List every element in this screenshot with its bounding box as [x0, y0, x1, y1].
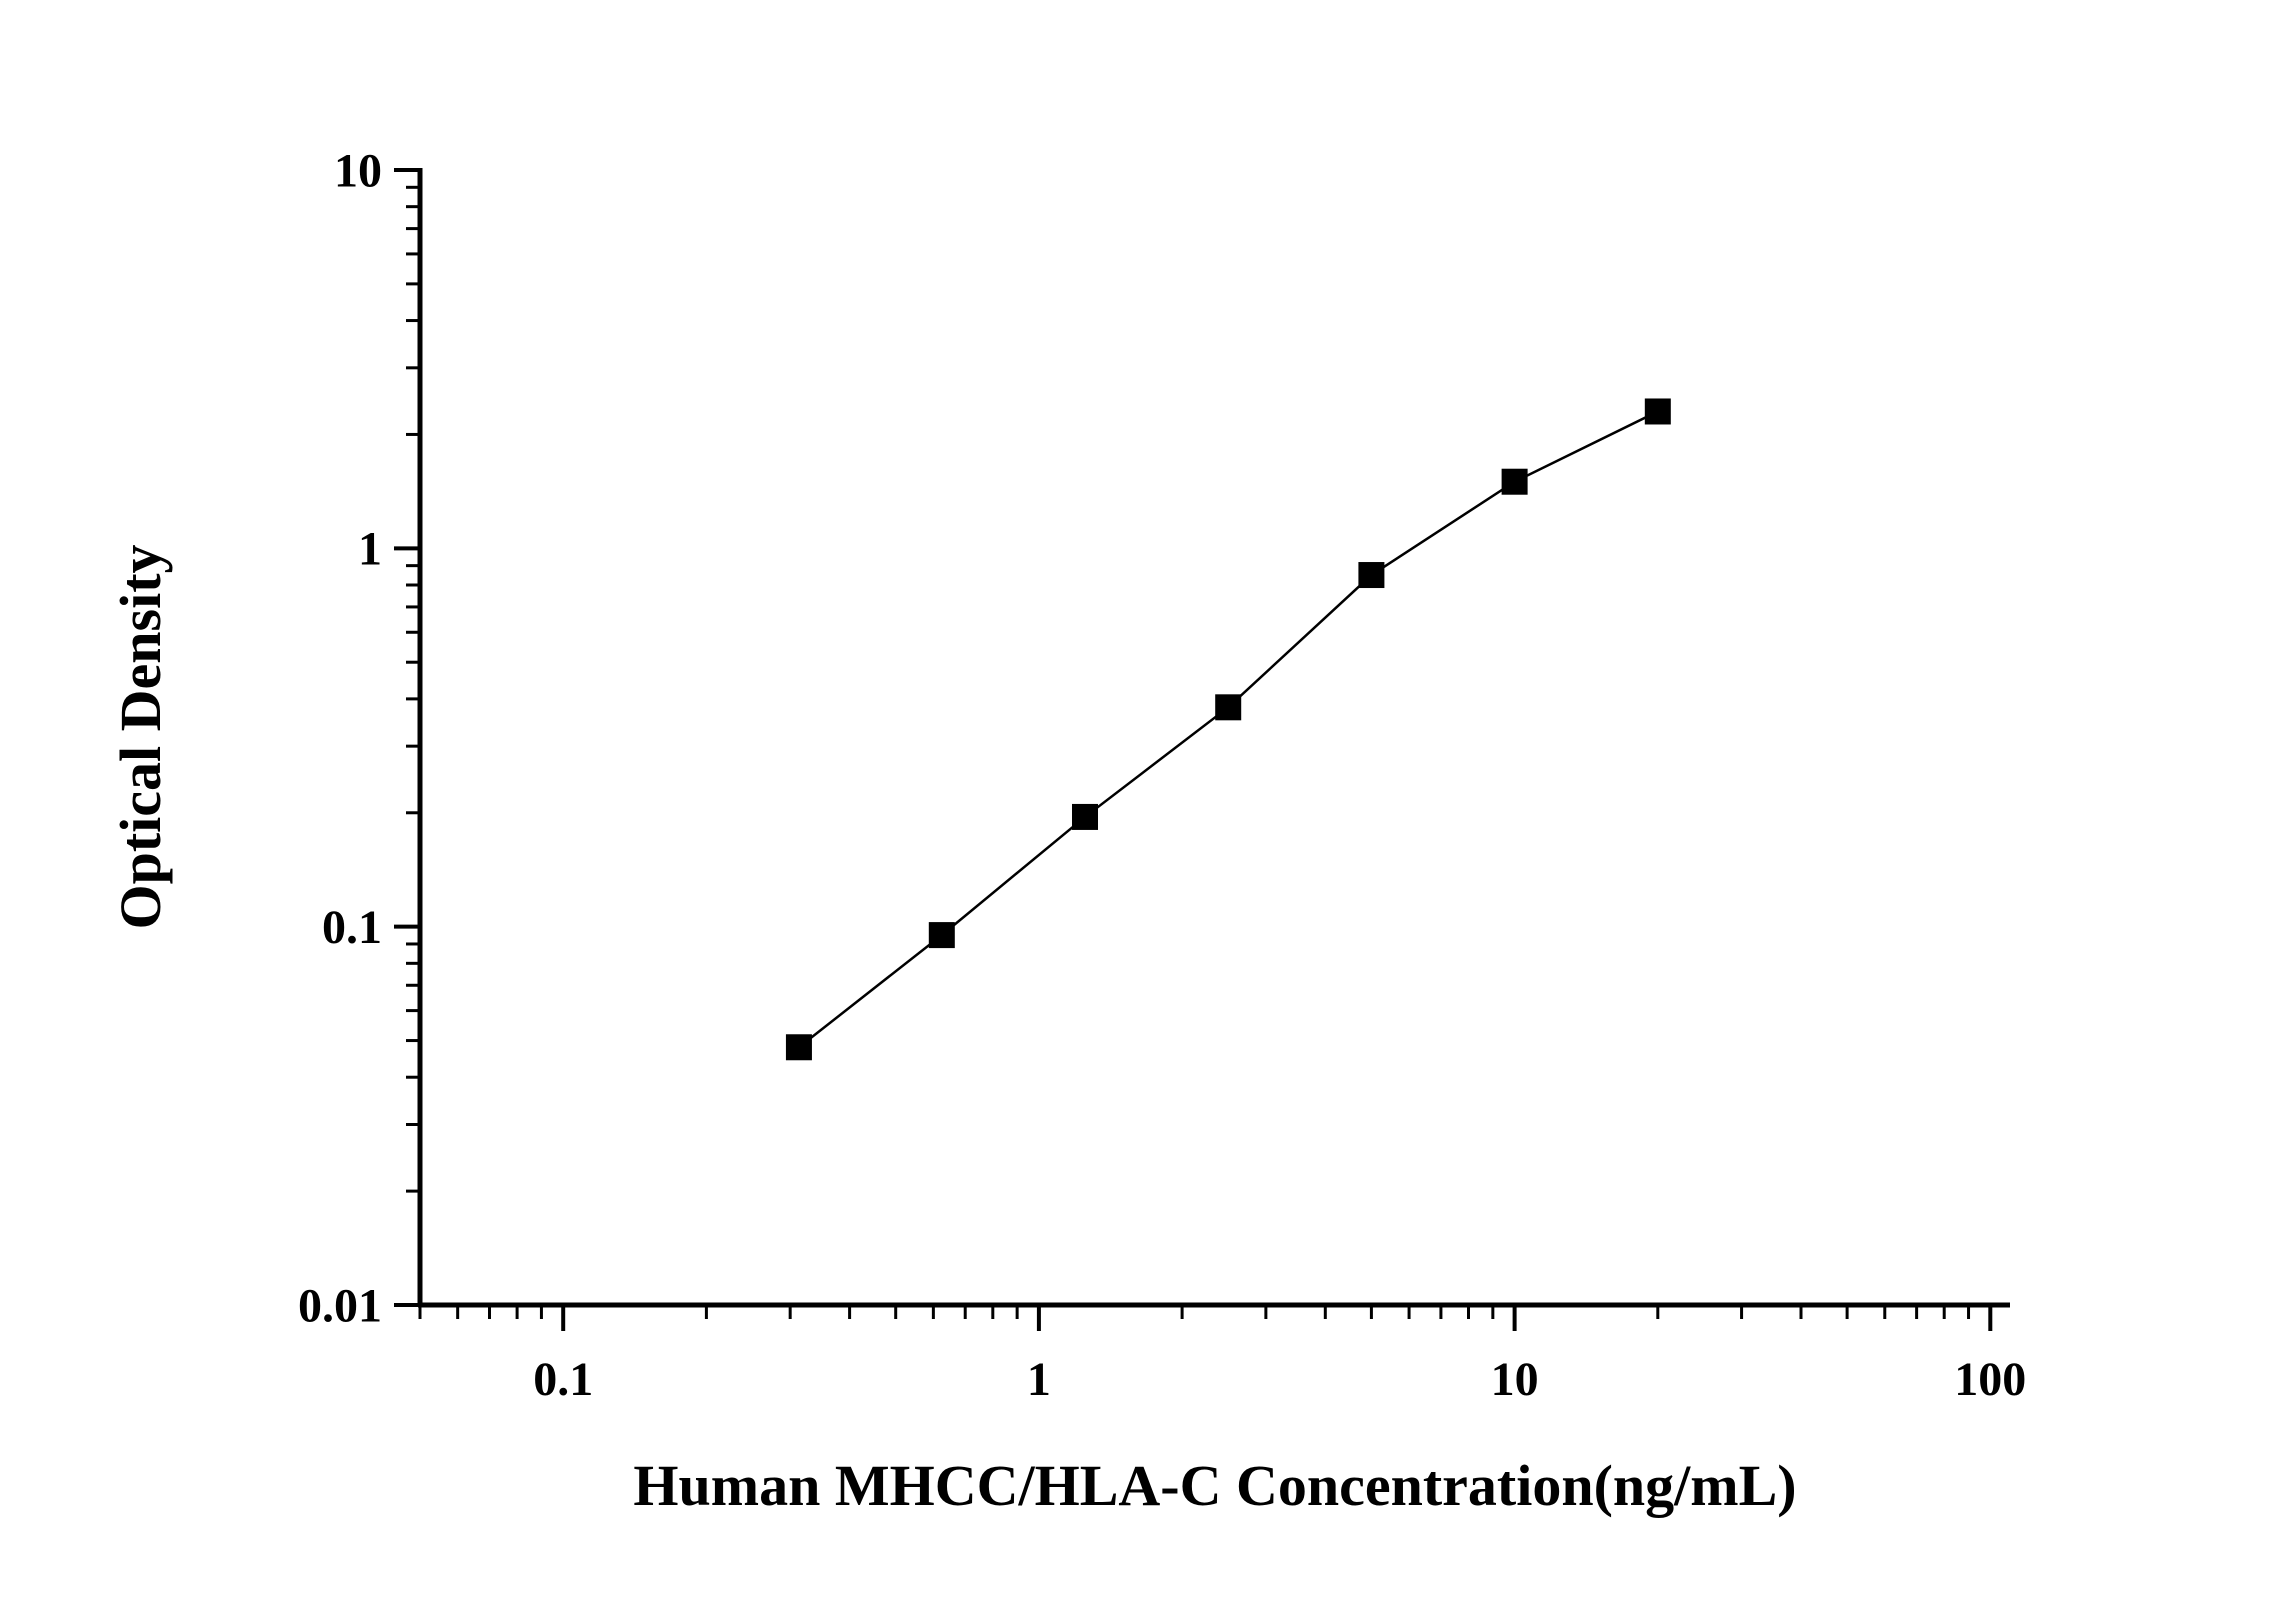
x-tick-label: 10: [1491, 1353, 1539, 1406]
x-tick-label: 1: [1027, 1353, 1051, 1406]
x-tick-label: 0.1: [533, 1353, 593, 1406]
data-point-marker: [785, 1034, 812, 1061]
y-tick-label: 0.01: [298, 1279, 382, 1332]
data-point-marker: [1072, 803, 1099, 830]
series-line: [798, 410, 1659, 1049]
data-point-marker: [1215, 694, 1242, 721]
y-tick-label: 10: [334, 144, 382, 197]
x-axis-title: Human MHCC/HLA-C Concentration(ng/mL): [633, 1453, 1796, 1518]
data-point-marker: [1501, 468, 1528, 495]
data-point-marker: [1358, 562, 1385, 589]
x-tick-label: 100: [1954, 1353, 2026, 1406]
data-point-marker: [928, 922, 955, 949]
plot-area: 0.1 1 10 100 0.01 0.1 1 10: [298, 144, 2026, 1406]
y-axis-title: Optical Density: [108, 544, 173, 929]
y-tick-label: 1: [358, 523, 382, 576]
y-tick-label: 0.1: [322, 901, 382, 954]
data-point-marker: [1644, 398, 1671, 425]
